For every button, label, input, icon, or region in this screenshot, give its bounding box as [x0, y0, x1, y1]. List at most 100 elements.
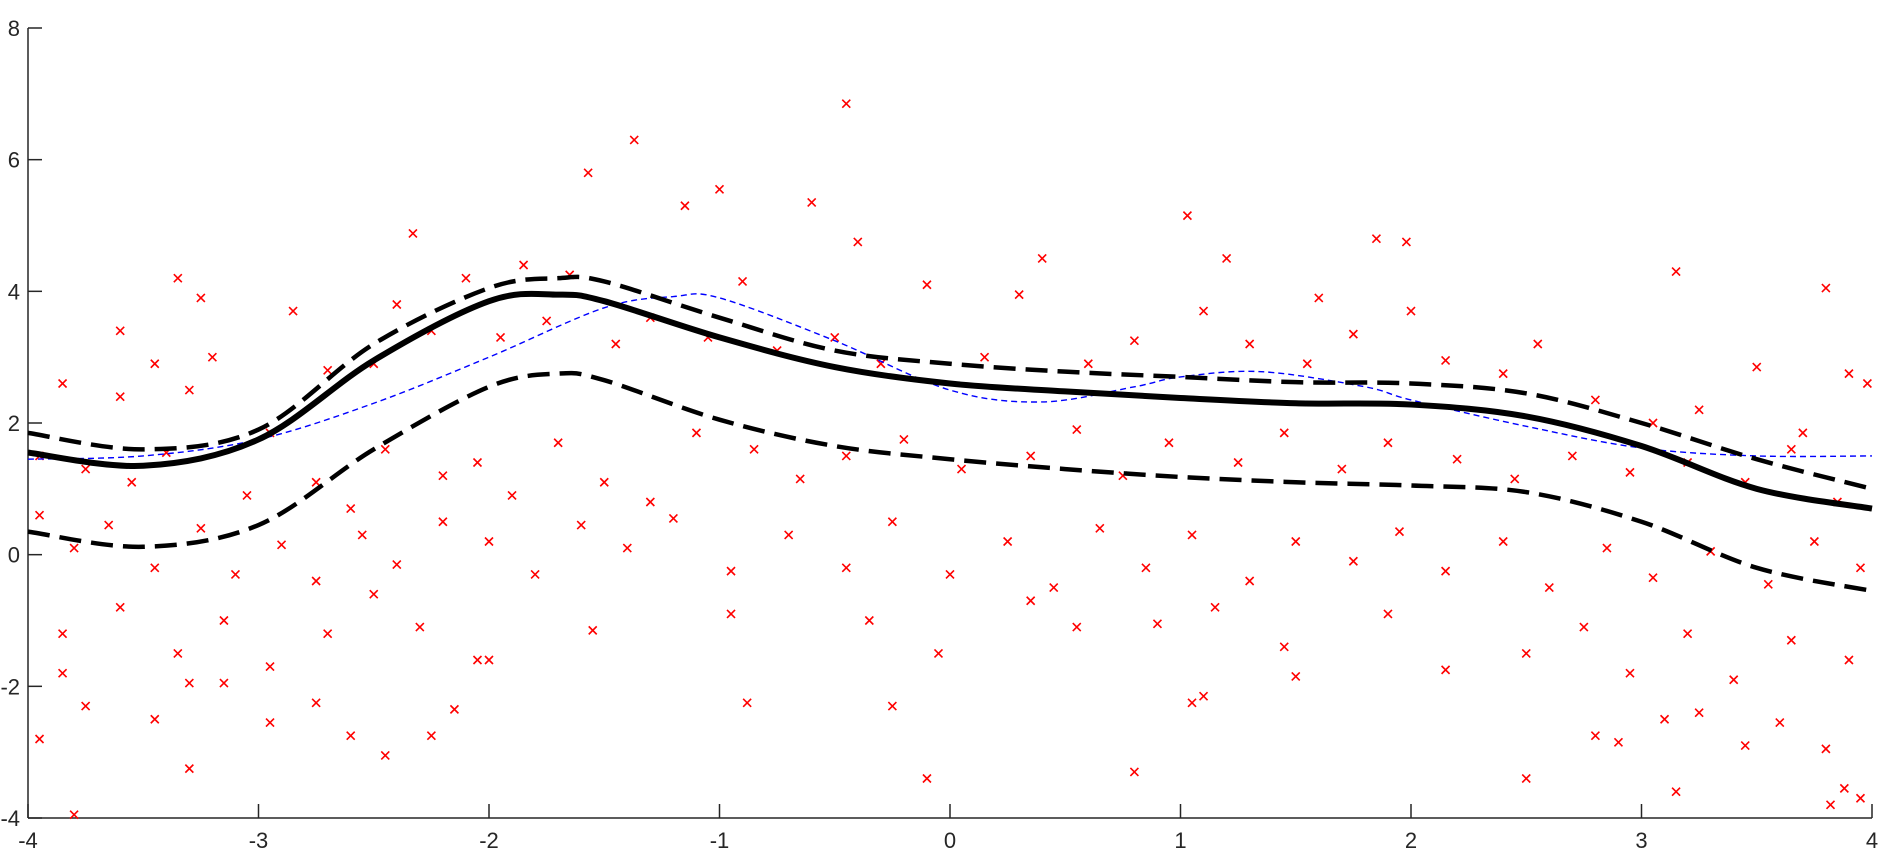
data-point	[1314, 293, 1324, 303]
data-point	[1003, 536, 1013, 547]
data-point	[184, 678, 194, 688]
data-point	[887, 517, 897, 527]
axes: -4 -3 -2 -1 0 1 2 3 4 -4 -2 0 2 4 6 8	[0, 16, 1878, 852]
data-point	[680, 201, 690, 211]
data-point	[1625, 668, 1635, 678]
data-point	[288, 306, 298, 316]
data-point	[392, 299, 402, 310]
data-point	[1671, 787, 1681, 797]
data-point	[323, 365, 333, 375]
x-tick-label: -1	[710, 828, 730, 852]
x-tick-label: 1	[1174, 828, 1186, 852]
data-point	[1141, 563, 1151, 573]
data-point	[922, 280, 932, 290]
data-point	[415, 622, 425, 632]
data-point	[1210, 602, 1220, 612]
data-point	[726, 609, 736, 619]
data-point	[438, 517, 448, 527]
data-point	[115, 326, 125, 336]
data-point	[1825, 800, 1836, 810]
data-point	[1752, 362, 1762, 372]
data-point	[1152, 619, 1163, 629]
data-point	[1198, 691, 1209, 701]
data-point	[1786, 444, 1796, 454]
data-point	[346, 504, 356, 514]
data-point	[668, 513, 678, 524]
data-point	[150, 359, 160, 369]
data-point	[1510, 474, 1520, 484]
x-tick-label: 0	[944, 828, 956, 852]
data-point	[714, 184, 725, 194]
data-point	[1441, 665, 1451, 675]
data-point	[1279, 428, 1289, 438]
data-point	[1348, 556, 1358, 566]
data-point	[311, 576, 321, 586]
data-point	[1839, 783, 1849, 793]
data-point	[945, 569, 955, 579]
data-point	[1521, 773, 1531, 784]
x-tick-label: 4	[1866, 828, 1878, 852]
data-point	[426, 731, 436, 741]
data-point	[1014, 290, 1024, 300]
data-point	[104, 520, 114, 530]
data-point	[1613, 737, 1624, 747]
data-point	[1740, 741, 1750, 751]
data-point	[1441, 355, 1451, 366]
data-point	[1187, 530, 1197, 540]
data-point	[588, 625, 598, 635]
data-point	[472, 457, 483, 468]
data-point	[219, 678, 229, 688]
data-point	[1671, 267, 1681, 277]
x-ticks: -4 -3 -2 -1 0 1 2 3 4	[18, 804, 1878, 852]
data-point	[1786, 635, 1796, 645]
data-point	[749, 444, 759, 454]
data-point	[1026, 596, 1036, 606]
data-point	[830, 332, 840, 342]
y-tick-label: 6	[8, 148, 20, 173]
data-point	[1694, 708, 1704, 718]
data-point	[1129, 767, 1139, 777]
data-point	[1590, 731, 1600, 741]
data-point	[611, 339, 621, 349]
data-point	[1862, 378, 1872, 389]
data-point	[1337, 464, 1347, 474]
data-point	[1844, 369, 1854, 379]
data-point	[922, 773, 932, 784]
data-point	[599, 477, 609, 487]
data-point	[242, 490, 252, 500]
data-point	[230, 569, 241, 579]
data-point	[742, 698, 752, 708]
data-point	[1441, 566, 1451, 576]
data-point	[553, 438, 563, 448]
data-point	[1844, 655, 1854, 665]
data-point	[1401, 237, 1411, 247]
data-point	[1533, 339, 1543, 349]
data-point	[1544, 583, 1554, 593]
data-point	[1452, 454, 1462, 464]
data-point	[311, 477, 321, 487]
data-point	[127, 477, 137, 487]
data-point	[1648, 573, 1658, 583]
data-point	[196, 523, 206, 533]
data-point	[461, 273, 471, 283]
data-point	[956, 464, 967, 474]
data-point	[1855, 793, 1866, 803]
data-point	[583, 168, 593, 178]
data-point	[1659, 714, 1670, 724]
data-point	[876, 359, 886, 369]
data-point	[219, 615, 229, 626]
data-point	[933, 648, 944, 658]
data-point	[1083, 359, 1093, 369]
data-point	[323, 629, 333, 639]
data-point	[1072, 425, 1082, 435]
data-point	[1095, 523, 1105, 533]
data-point	[853, 237, 863, 247]
data-point	[1026, 451, 1036, 461]
data-point	[1291, 536, 1301, 547]
data-point	[115, 392, 125, 402]
data-point	[1521, 648, 1531, 658]
x-tick-label: 2	[1405, 828, 1417, 852]
y-tick-label: 0	[8, 543, 20, 568]
data-point	[1567, 451, 1577, 461]
data-point	[1406, 306, 1416, 316]
